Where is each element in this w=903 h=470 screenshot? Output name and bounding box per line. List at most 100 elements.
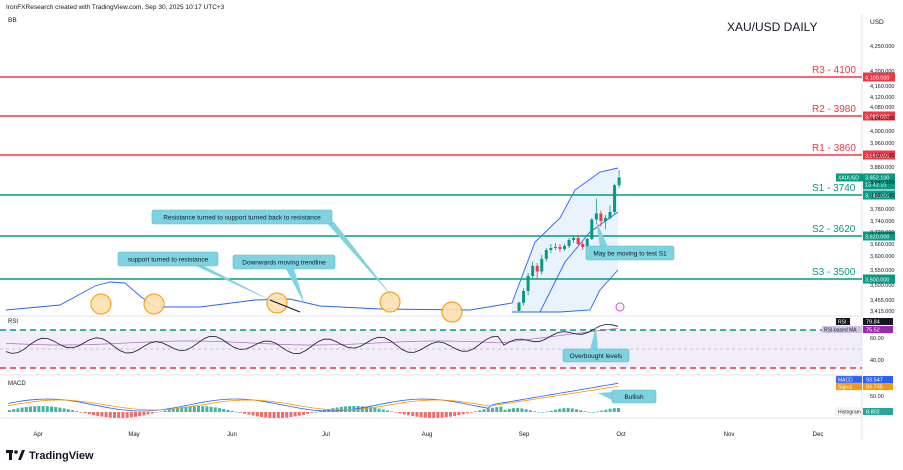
macd-histogram-bar: [45, 406, 49, 412]
callout-box: [117, 251, 219, 267]
level-price-text: 3,980.000: [865, 115, 889, 121]
candle-body: [563, 246, 566, 249]
candle-body: [572, 238, 576, 240]
price-tick-label: 3,880.000: [870, 165, 894, 171]
macd-series-name: MACD: [838, 378, 853, 384]
macd-histogram-bar: [549, 410, 553, 412]
rsi-ma-value-text: 75.52: [866, 328, 880, 334]
rsi-pane: RSI 60.00 40.00 RSI 79.84 RSI-based MA 75.52 Ov…: [0, 318, 893, 369]
price-tick-label: 3,415.000: [870, 309, 894, 315]
macd-histogram-bar: [516, 408, 520, 412]
macd-histogram-bar: [377, 408, 381, 412]
macd-histogram-bar: [142, 412, 146, 416]
candle-body: [594, 213, 598, 220]
rsi-callout-text: Overbought levels: [570, 353, 623, 360]
price-tick-label: 4,200.000: [870, 69, 894, 75]
callout-pointer: [596, 220, 608, 247]
macd-histogram-bar: [381, 409, 385, 412]
price-tick-label: 3,550.000: [870, 268, 894, 274]
macd-histogram-bar: [327, 409, 331, 412]
candle-body: [544, 250, 548, 259]
time-tick-label: Apr: [33, 432, 42, 438]
level-label: R1 - 3860: [812, 143, 856, 154]
price-tick-label: 3,840.000: [870, 180, 894, 186]
rsi-value-tag: [863, 318, 893, 325]
macd-histogram-bar: [66, 409, 70, 412]
macd-histogram-bar: [171, 408, 175, 412]
candle-body: [581, 244, 585, 247]
macd-histogram-bar: [440, 412, 444, 418]
bollinger-fill: [512, 168, 618, 312]
callout-box: [151, 209, 333, 225]
candle-body: [613, 185, 617, 212]
macd-histogram-bar: [596, 411, 599, 413]
candle-body: [585, 239, 589, 247]
macd-histogram-bar: [268, 412, 272, 418]
highlight-circle: [441, 301, 463, 323]
level-label: R2 - 3980: [812, 104, 856, 115]
price-tick-label: 3,920.000: [870, 153, 894, 159]
macd-histogram-bar: [62, 408, 66, 412]
macd-histogram-bar: [394, 412, 398, 413]
macd-histogram-bar: [54, 407, 58, 412]
highlight-circle: [379, 291, 401, 313]
level-label: S1 - 3740: [812, 183, 856, 194]
macd-series-name-tag: [835, 382, 863, 391]
rsi-ma-name-tag: [822, 326, 862, 333]
candle-body: [535, 265, 539, 272]
tradingview-logo-icon: [6, 450, 25, 460]
macd-histogram-bar: [58, 407, 62, 412]
macd-histogram-bar: [503, 409, 507, 412]
macd-histogram-bar: [436, 412, 440, 418]
candle-body: [531, 265, 535, 276]
rsi-callout-box: [562, 348, 630, 363]
candle-body: [567, 240, 571, 246]
macd-histogram-bar: [591, 411, 595, 413]
price-tick-label: 3,740.000: [870, 219, 894, 225]
macd-histogram-bar: [297, 412, 301, 416]
time-tick-label: May: [128, 432, 139, 438]
callout-text: Resistance turned to support turned back…: [163, 215, 321, 222]
macd-series-value-tag: [863, 383, 893, 390]
rsi-title: RSI: [8, 319, 18, 325]
macd-histogram-bar: [24, 406, 28, 412]
macd-series-name: Signal: [838, 385, 852, 391]
macd-histogram-bar: [612, 408, 616, 412]
macd-histogram-bar: [423, 412, 427, 418]
macd-histogram-bar: [541, 411, 545, 413]
rsi-name-text: RSI: [838, 320, 846, 326]
time-tick-label: Nov: [724, 432, 735, 438]
price-tick-label: 4,160.000: [870, 84, 894, 90]
macd-histogram-bar: [470, 412, 473, 413]
macd-histogram-bar: [234, 411, 238, 413]
macd-histogram-bar: [344, 406, 347, 412]
macd-series-value: 84.745: [866, 385, 883, 391]
price-tick-label: 3,960.000: [870, 141, 894, 147]
candle-body: [608, 212, 612, 218]
callout-text: support turned to resistance: [128, 257, 209, 264]
macd-histogram-bar: [264, 412, 268, 418]
macd-histogram-bar: [390, 411, 394, 413]
macd-histogram-bar: [167, 409, 171, 412]
downward-trendline: [269, 299, 301, 313]
macd-histogram-bar: [558, 408, 562, 412]
level-price-tag: [863, 111, 895, 121]
rsi-tick-label: 40.00: [870, 358, 884, 364]
macd-histogram-bar: [12, 409, 16, 412]
macd-histogram-bar: [465, 412, 469, 414]
macd-histogram-bar: [209, 406, 213, 412]
macd-histogram-bar: [570, 408, 574, 412]
macd-histogram-bar: [285, 412, 289, 418]
macd-histogram-bar: [125, 412, 129, 418]
macd-histogram-bar: [104, 412, 108, 418]
macd-histogram-bar: [188, 406, 192, 412]
rsi-name-tag: [836, 318, 850, 325]
bollinger-upper-band: [5, 167, 619, 311]
macd-histogram-bar: [444, 412, 448, 418]
macd-histogram-bar: [453, 412, 457, 416]
macd-histogram-bar: [247, 412, 251, 415]
time-axis: Apr May Jun Jul Aug Sep Oct Nov Dec: [33, 302, 823, 438]
macd-callout-text: Bullish: [624, 394, 644, 401]
last-price-value: 3,852.100: [865, 175, 889, 181]
